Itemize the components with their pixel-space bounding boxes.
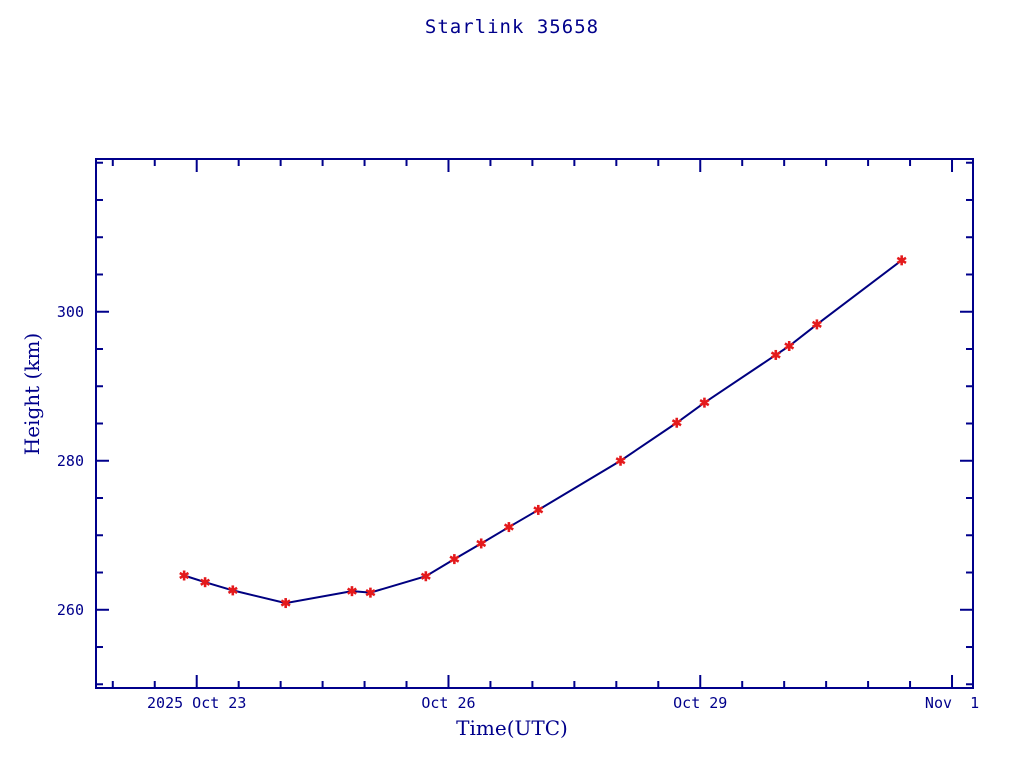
x-tick-label: Oct 29 (673, 694, 728, 712)
x-tick-label: 2025 Oct 23 (147, 694, 247, 712)
x-axis-title: Time(UTC) (456, 716, 568, 740)
chart-title: Starlink 35658 (424, 16, 600, 38)
x-tick-label: Nov 1 (924, 694, 980, 712)
axis-ticks (96, 159, 973, 688)
y-tick-label: 300 (56, 302, 84, 321)
plot-frame (95, 158, 974, 689)
y-tick-label: 260 (56, 600, 84, 619)
height-series (179, 255, 907, 609)
x-tick-label: Oct 26 (421, 694, 476, 712)
y-tick-label: 280 (56, 451, 84, 470)
